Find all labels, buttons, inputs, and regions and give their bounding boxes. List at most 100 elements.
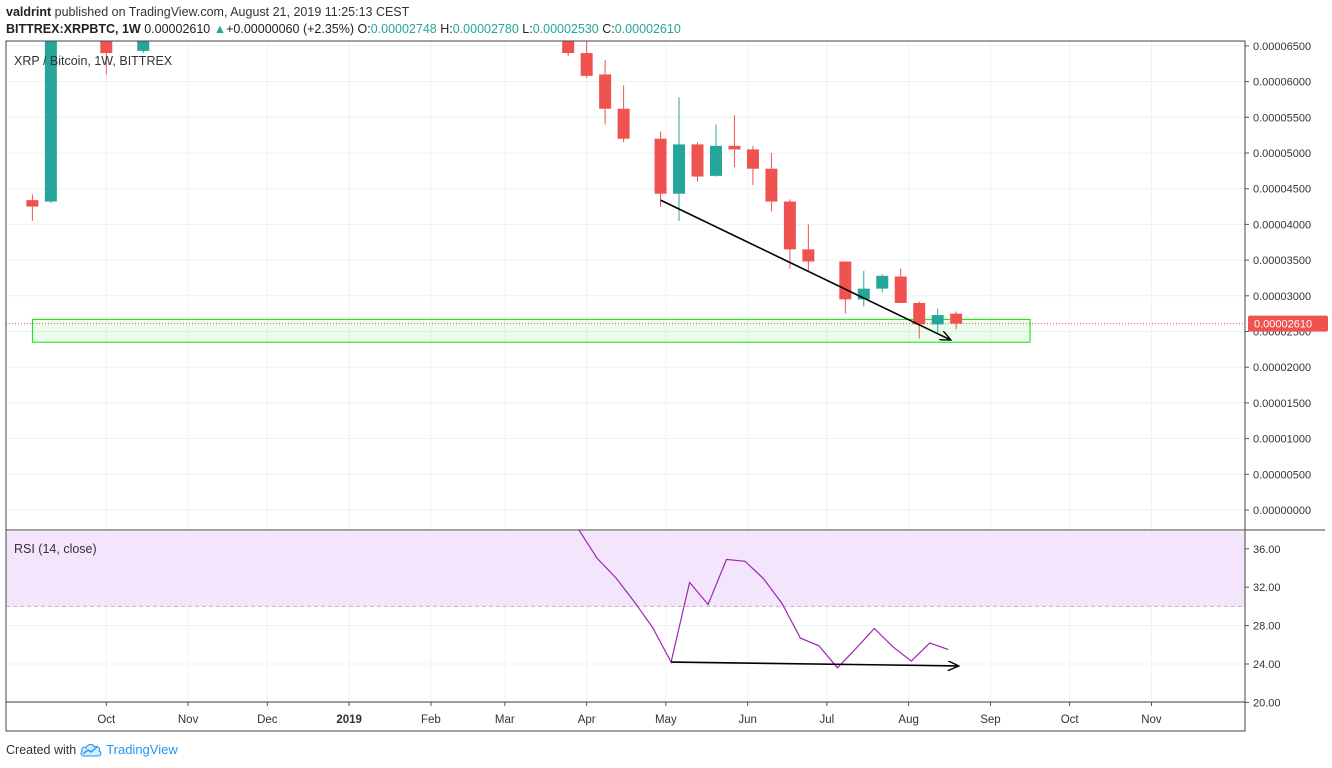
change-value: +0.00000060 (+2.35%) [226,22,355,36]
price-tick-label: 0.00000500 [1253,469,1311,481]
tradingview-cloud-icon[interactable] [80,743,102,757]
ohlc-legend: BITTREX:XRPBTC, 1W 0.00002610 ▲+0.000000… [6,22,681,36]
candle-body [617,108,630,139]
candle [857,270,870,307]
price-tick-label: 0.00002000 [1253,362,1311,374]
candle [691,142,704,182]
price-axis[interactable]: 0.00000000 0.00000500 0.00001000 0.00001500… [1245,41,1311,517]
rsi-line [578,530,949,669]
price-tick-label: 0.00003500 [1253,255,1311,267]
high-value: 0.00002780 [452,22,519,36]
candle-body [654,138,667,194]
candle [728,115,741,168]
chart-frame [5,40,1325,732]
candle-body [691,144,704,177]
candle [876,274,889,293]
price-tick-label: 0.00000000 [1253,505,1311,517]
rsi-tick-label: 24.00 [1253,659,1281,671]
candle [599,60,612,125]
price-tick-label: 0.00005000 [1253,148,1311,160]
candle-body [802,249,815,262]
price-tick-label: 0.00005500 [1253,112,1311,124]
publish-info: valdrint published on TradingView.com, A… [6,5,409,19]
candle-body [580,53,593,76]
published-text: published on TradingView.com, August 21,… [54,5,410,19]
open-label: O: [357,22,371,36]
low-label: L: [522,22,533,36]
price-trend-arrow[interactable] [660,199,951,340]
last-price-badge: 0.00002610 [1248,315,1328,332]
time-tick-label: Nov [178,714,199,726]
candle [26,194,39,221]
time-tick-label: Oct [1061,714,1080,726]
time-axis[interactable]: Oct Nov Dec 2019 Feb Mar Apr May Jun Jul Aug Sep Oct… [97,702,1162,726]
candle-body [562,41,575,54]
candle [894,268,907,303]
rsi-tick-label: 20.00 [1253,697,1281,709]
candle-body [876,275,889,289]
price-tick-label: 0.00001000 [1253,434,1311,446]
time-tick-label: Mar [495,714,515,726]
candles [26,41,963,339]
candle-body [839,261,852,300]
candle [44,41,57,203]
candle-body [950,313,963,324]
price-tick-label: 0.00006500 [1253,41,1311,53]
candle [137,41,150,54]
candle [709,124,722,177]
candle [783,199,796,269]
candle [765,153,778,212]
last-price-badge-text: 0.00002610 [1254,319,1312,331]
candle-body [783,201,796,250]
candle-body [913,302,926,325]
time-tick-label: Feb [421,714,441,726]
support-zone[interactable] [31,318,1031,343]
price-tick-label: 0.00006000 [1253,77,1311,89]
price-tick-label: 0.00003000 [1253,291,1311,303]
price-pane-title: XRP / Bitcoin, 1W, BITTREX [14,54,173,68]
candle-body [765,168,778,202]
chart-border [5,40,1246,732]
candle [617,85,630,143]
candle-body [673,144,686,194]
footer: Created with TradingView [6,742,178,757]
last-price-badge-bg [1248,315,1328,332]
close-value: 0.00002610 [614,22,681,36]
high-label: H: [440,22,453,36]
price-tick-label: 0.00004500 [1253,184,1311,196]
rsi-tick-label: 36.00 [1253,544,1281,556]
low-value: 0.00002530 [532,22,599,36]
candle-body [599,74,612,109]
time-tick-label: Sep [980,714,1000,726]
candle [950,311,963,330]
candle-body [931,315,944,325]
last-value: 0.00002610 [144,22,211,36]
price-tick-label: 0.00004000 [1253,219,1311,231]
candle-body [857,288,870,300]
time-tick-label: 2019 [336,714,362,726]
time-tick-label: Oct [97,714,116,726]
candle [100,41,113,75]
candle-body [26,200,39,207]
candle-body [44,41,57,202]
tradingview-brand-link[interactable]: TradingView [106,742,178,757]
rsi-tick-label: 28.00 [1253,621,1281,633]
candle [562,41,575,56]
time-tick-label: Apr [578,714,596,726]
candle [913,301,926,339]
candle [580,41,593,79]
rsi-trend-arrow[interactable] [671,662,959,666]
candle [746,145,759,186]
created-with-label: Created with [6,742,77,757]
change-arrow-icon: ▲ [213,22,227,36]
candle-body [709,145,722,176]
candle-body [894,276,907,303]
author-name[interactable]: valdrint [6,5,52,19]
time-tick-label: Dec [257,714,278,726]
time-tick-label: Aug [898,714,918,726]
time-tick-label: May [655,714,677,726]
rsi-axis[interactable]: 20.00 24.00 28.00 32.00 36.00 [1245,544,1281,710]
symbol-label: BITTREX:XRPBTC, 1W [6,22,141,36]
candle [802,224,815,273]
